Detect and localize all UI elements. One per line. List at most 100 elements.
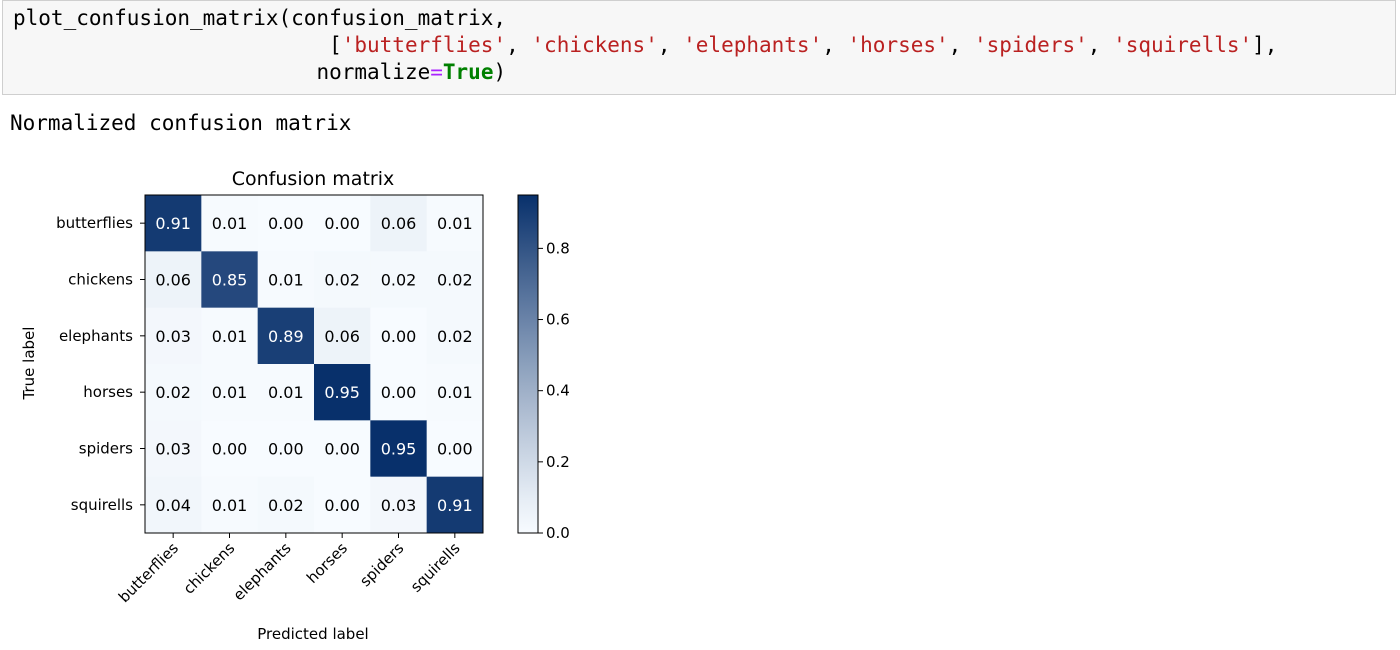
cell-value-label: 0.06	[155, 271, 191, 290]
cell-value-label: 0.02	[155, 383, 191, 402]
cell-value-label: 0.01	[268, 383, 304, 402]
cell-value-label: 0.00	[212, 440, 248, 459]
x-tick-label: chickens	[180, 539, 239, 598]
cell-value-label: 0.03	[381, 496, 417, 515]
code-line-3: normalize=True)	[13, 59, 506, 85]
output-text: Normalized confusion matrix	[10, 111, 352, 135]
confusion-matrix-chart: Confusion matrix True label Predicted la…	[20, 168, 570, 643]
heatmap-cell	[201, 420, 259, 478]
heatmap-cell	[314, 420, 371, 478]
cell-value-label: 0.00	[324, 440, 360, 459]
heatmap-cell	[314, 476, 371, 534]
colorbar-tick-label: 0.0	[546, 524, 570, 542]
cell-value-label: 0.00	[268, 440, 304, 459]
cell-value-label: 0.00	[324, 496, 360, 515]
x-axis-label: Predicted label	[257, 625, 368, 643]
x-tick-label: squirells	[407, 539, 464, 596]
code-separator: ,	[1087, 33, 1114, 57]
cell-value-label: 0.01	[437, 383, 473, 402]
cell-value-label: 0.02	[324, 271, 360, 290]
colorbar-tick-label: 0.8	[546, 239, 570, 257]
heatmap-cell	[426, 476, 484, 534]
code-cell[interactable]: plot_confusion_matrix(confusion_matrix, …	[2, 0, 1396, 95]
cell-value-label: 0.89	[268, 327, 304, 346]
cell-value-label: 0.03	[155, 327, 191, 346]
code-indent	[13, 60, 316, 84]
x-tick-label: spiders	[356, 539, 407, 590]
heatmap-cell	[426, 195, 484, 252]
heatmap-cell	[257, 307, 315, 365]
x-tick-label: elephants	[230, 539, 295, 604]
cell-value-label: 0.01	[212, 327, 248, 346]
code-string-label: 'chickens'	[531, 33, 658, 57]
heatmap-cell	[426, 364, 484, 421]
y-axis-ticks: butterflies chickens elephants horses spider…	[56, 214, 145, 514]
heatmap-cell	[370, 307, 428, 365]
cell-value-label: 0.01	[212, 214, 248, 233]
cell-value-label: 0.01	[212, 496, 248, 515]
cell-value-label: 0.95	[381, 440, 417, 459]
heatmap-cell	[201, 476, 259, 534]
y-tick-label: horses	[83, 383, 133, 401]
cell-value-label: 0.06	[324, 327, 360, 346]
y-tick-label: spiders	[79, 440, 133, 458]
y-tick-label: butterflies	[56, 214, 133, 232]
heatmap-cell	[257, 251, 315, 309]
plot-frame	[144, 194, 484, 534]
heatmap-cell	[201, 251, 259, 309]
code-paren-close: )	[493, 60, 507, 84]
code-string-label: 'butterflies'	[341, 33, 507, 57]
heatmap-cell	[201, 195, 259, 252]
heatmap-cell	[314, 251, 371, 309]
heatmap-cell	[145, 420, 202, 478]
code-separator: ,	[657, 33, 684, 57]
heatmap-cell	[370, 251, 428, 309]
colorbar: 0.0 0.2 0.4 0.6 0.8	[517, 194, 570, 542]
cell-value-label: 0.01	[268, 271, 304, 290]
heatmap-cell	[201, 364, 259, 421]
heatmap-cell	[201, 307, 259, 365]
heatmap-cell	[370, 420, 428, 478]
cell-value-label: 0.00	[437, 440, 473, 459]
heatmap-cell	[314, 307, 371, 365]
code-bracket-open: [	[329, 33, 342, 57]
heatmap-cell	[145, 195, 202, 252]
heatmap-cell	[426, 251, 484, 309]
cell-value-label: 0.00	[381, 327, 417, 346]
heatmap-cell	[314, 195, 371, 252]
x-tick-label: horses	[303, 539, 351, 587]
code-separator: ,	[822, 33, 848, 57]
y-axis-label: True label	[20, 327, 38, 401]
code-separator: ,	[506, 33, 532, 57]
cell-value-label: 0.00	[268, 214, 304, 233]
chart-title: Confusion matrix	[232, 168, 394, 190]
heatmap-cell	[426, 420, 484, 478]
colorbar-tick-label: 0.6	[546, 311, 570, 329]
heatmap-cell	[145, 251, 202, 309]
cell-value-label: 0.01	[212, 383, 248, 402]
heatmap-cell	[257, 476, 315, 534]
cell-value-label: 0.06	[381, 214, 417, 233]
cell-value-label: 0.91	[437, 496, 473, 515]
cell-value-label: 0.91	[155, 214, 191, 233]
heatmap-cell	[257, 195, 315, 252]
heatmap-cell	[370, 364, 428, 421]
x-tick-label: butterflies	[115, 539, 182, 606]
cell-value-label: 0.01	[437, 214, 473, 233]
code-keyword-true: True	[442, 60, 494, 84]
cell-value-label: 0.02	[437, 327, 473, 346]
cell-value-label: 0.02	[381, 271, 417, 290]
cell-value-label: 0.02	[268, 496, 304, 515]
cell-value-label: 0.03	[155, 440, 191, 459]
code-kwarg: normalize	[316, 60, 431, 84]
heatmap-cell	[145, 307, 202, 365]
code-string-label: 'horses'	[847, 33, 949, 57]
y-tick-label: elephants	[59, 327, 133, 345]
code-separator: ,	[948, 33, 974, 57]
heatmap-cell	[257, 420, 315, 478]
code-line-2: ['butterflies', 'chickens', 'elephants',…	[13, 32, 1277, 58]
colorbar-tick-label: 0.4	[546, 382, 570, 400]
heatmap-cells: 0.91 0.01 0.00 0.00 0.06 0.01 0.06 0.85 0.01 0.02…	[145, 195, 484, 534]
code-line-1: plot_confusion_matrix(confusion_matrix,	[13, 5, 506, 31]
